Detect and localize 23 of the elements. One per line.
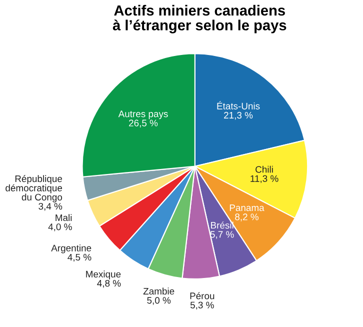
data-label: 5,7 %	[210, 231, 234, 239]
data-label: 5,0 %	[147, 297, 171, 305]
slice-label: Brésil	[211, 222, 234, 229]
slice-label: Mali	[56, 214, 72, 222]
data-label: 26,5 %	[129, 120, 158, 128]
slice-label: Pérou	[190, 292, 214, 300]
slice-label: États-Unis	[217, 101, 260, 110]
slice-label: Zambie	[143, 288, 174, 295]
slice-label: Panama	[230, 204, 264, 212]
data-label: 3,4 %	[38, 202, 62, 211]
slice-label: Mexique	[86, 270, 121, 280]
slice-label: République démocratique du Congo	[6, 175, 62, 202]
data-label: 5,3 %	[190, 302, 214, 310]
data-label: 4,8 %	[97, 280, 121, 288]
chart-title: Actifs miniers canadiens à l’étranger selon le pays	[112, 4, 286, 34]
slice-label: Chili	[256, 166, 273, 173]
data-label: 8,2 %	[235, 214, 258, 222]
data-label: 4,5 %	[68, 254, 92, 262]
slice-label: Autres pays	[118, 110, 168, 120]
data-label: 21,3 %	[224, 112, 253, 120]
data-label: 4,0 %	[48, 224, 72, 232]
slice-label: Argentine	[51, 244, 92, 254]
data-label: 11,3 %	[250, 175, 278, 184]
